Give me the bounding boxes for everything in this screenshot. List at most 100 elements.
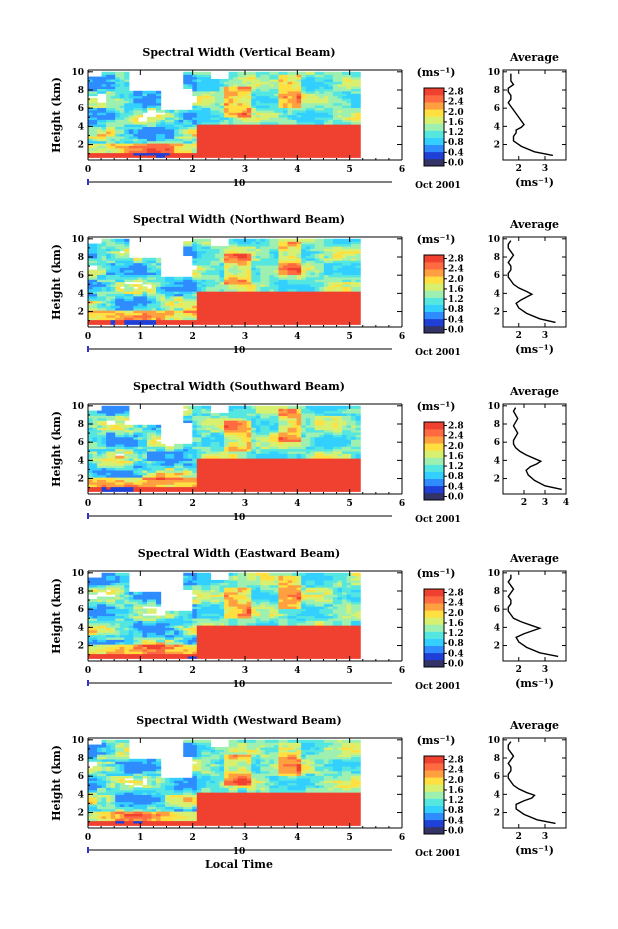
heatmap-cell	[192, 140, 198, 144]
heatmap-cell	[346, 83, 352, 87]
heatmap-cell	[124, 124, 130, 128]
heatmap-cell	[115, 138, 121, 142]
heatmap-cell	[156, 154, 162, 158]
heatmap-cell	[269, 264, 275, 268]
heatmap-cell	[264, 300, 271, 304]
heatmap-cell	[314, 105, 320, 109]
heatmap-cell	[156, 302, 162, 306]
heatmap-cell	[296, 140, 302, 144]
heatmap-cell	[219, 272, 225, 276]
heatmap-cell	[174, 131, 180, 135]
heatmap-cell	[301, 102, 307, 106]
heatmap-cell	[287, 86, 293, 90]
heatmap-cell	[296, 147, 302, 151]
heatmap-cell	[346, 133, 352, 137]
heatmap-cell	[92, 105, 98, 109]
heatmap-cell	[251, 128, 257, 132]
heatmap-cell	[351, 88, 357, 92]
heatmap-cell	[242, 128, 248, 132]
heatmap-cell	[219, 253, 225, 257]
x-tick-label: 1	[137, 332, 143, 342]
heatmap-cell	[228, 90, 234, 94]
heatmap-cell	[205, 279, 212, 283]
heatmap-cell	[237, 241, 243, 245]
heatmap-cell	[165, 140, 171, 144]
heatmap-cell	[119, 138, 125, 142]
heatmap-cell	[133, 119, 139, 123]
heatmap-cell	[246, 250, 252, 254]
heatmap-cell	[146, 295, 153, 299]
heatmap-cell	[224, 138, 230, 142]
heatmap-cell	[269, 269, 275, 273]
heatmap-cell	[251, 298, 257, 302]
heatmap-cell	[201, 319, 207, 323]
heatmap-cell	[278, 260, 284, 264]
heatmap-cell	[137, 107, 144, 111]
heatmap-cell	[101, 245, 107, 249]
heatmap-cell	[287, 274, 293, 278]
heatmap-cell	[187, 279, 193, 283]
heatmap-cell	[319, 74, 325, 78]
heatmap-cell	[237, 248, 243, 252]
heatmap-cell	[233, 93, 239, 97]
heatmap-cell	[142, 152, 148, 156]
heatmap-cell	[346, 86, 352, 90]
heatmap-cell	[165, 145, 171, 149]
heatmap-cell	[196, 291, 202, 295]
heatmap-cell	[215, 295, 221, 299]
heatmap-cell	[215, 286, 221, 290]
heatmap-cell	[251, 95, 257, 99]
heatmap-cell	[246, 314, 252, 318]
heatmap-cell	[332, 74, 339, 78]
heatmap-cell	[273, 314, 280, 318]
heatmap-cell	[142, 269, 148, 273]
heatmap-cell	[215, 291, 221, 295]
heatmap-cell	[337, 116, 343, 120]
heatmap-cell	[323, 135, 329, 139]
heatmap-cell	[110, 71, 116, 75]
heatmap-cell	[273, 243, 280, 247]
heatmap-cell	[88, 248, 94, 252]
heatmap-cell	[278, 298, 284, 302]
heatmap-cell	[246, 107, 252, 111]
heatmap-cell	[233, 133, 239, 137]
heatmap-cell	[351, 102, 357, 106]
heatmap-cell	[355, 71, 361, 75]
heatmap-cell	[323, 71, 329, 75]
heatmap-cell	[251, 257, 257, 261]
heatmap-cell	[237, 116, 243, 120]
heatmap-cell	[255, 307, 261, 311]
heatmap-cell	[328, 138, 334, 142]
heatmap-cell	[255, 288, 261, 292]
heatmap-cell	[110, 317, 116, 321]
heatmap-cell	[228, 112, 234, 116]
heatmap-cell	[296, 310, 302, 313]
heatmap-cell	[269, 109, 275, 113]
profile-y-tick-label: 8	[494, 253, 500, 263]
heatmap-cell	[292, 257, 298, 261]
heatmap-cell	[128, 102, 134, 106]
heatmap-cell	[273, 140, 280, 144]
heatmap-cell	[110, 152, 116, 156]
heatmap-cell	[219, 88, 225, 92]
heatmap-cell	[260, 279, 266, 283]
heatmap-cell	[305, 143, 311, 146]
heatmap-cell	[201, 321, 207, 325]
heatmap-cell	[310, 119, 316, 123]
heatmap-cell	[137, 135, 144, 139]
heatmap-cell	[92, 269, 98, 273]
heatmap-cell	[296, 90, 302, 94]
heatmap-cell	[215, 90, 221, 94]
heatmap-cell	[273, 250, 280, 254]
colorbar-swatch	[424, 116, 444, 124]
heatmap-cell	[319, 107, 325, 111]
heatmap-cell	[283, 314, 289, 318]
heatmap-cell	[210, 107, 216, 111]
heatmap-cell	[110, 286, 116, 290]
heatmap-cell	[296, 305, 302, 309]
heatmap-cell	[237, 267, 243, 271]
heatmap-cell	[246, 298, 252, 302]
heatmap-cell	[260, 81, 266, 85]
heatmap-cell	[337, 114, 343, 118]
heatmap-cell	[242, 264, 248, 268]
